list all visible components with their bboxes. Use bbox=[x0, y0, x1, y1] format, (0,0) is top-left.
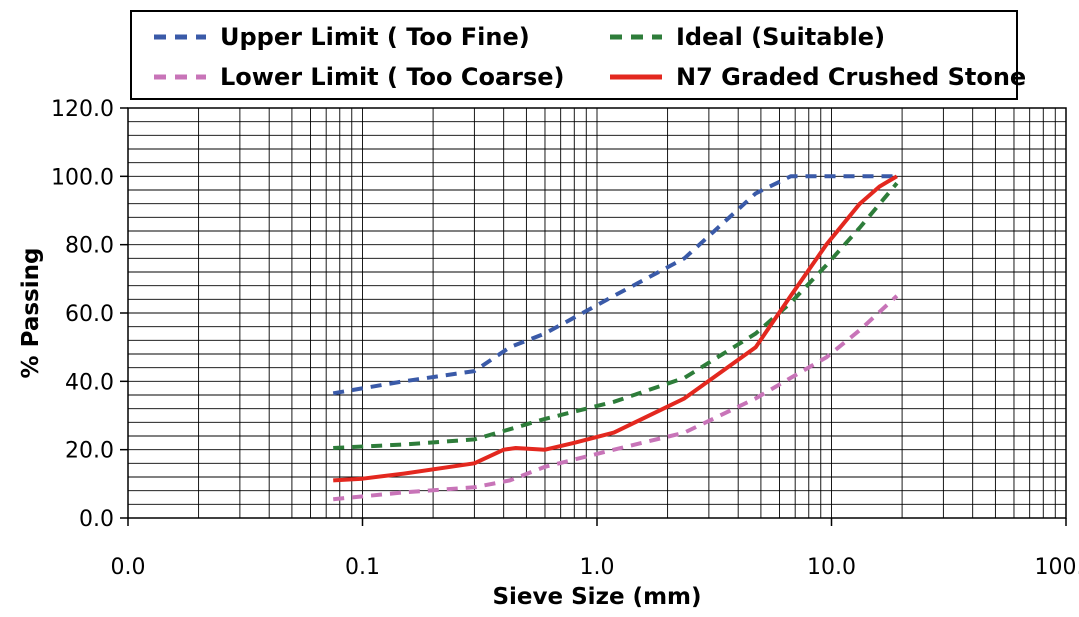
x-tick-label: 10.0 bbox=[807, 555, 856, 580]
legend-label-ideal: Ideal (Suitable) bbox=[676, 23, 886, 51]
grid bbox=[128, 108, 1066, 518]
x-tick-label: 0.0 bbox=[111, 555, 146, 580]
y-tick-label: 20.0 bbox=[65, 439, 114, 464]
legend-item-lower-limit: Lower Limit ( Too Coarse) bbox=[154, 62, 565, 92]
legend-swatch-ideal bbox=[610, 34, 662, 40]
axis-ticks: 0.0 20.0 40.0 60.0 80.0 100.0 120.0 0.0 0.1 1.0 10… bbox=[51, 97, 1079, 580]
y-tick-label: 80.0 bbox=[65, 234, 114, 259]
legend-swatch-upper-limit bbox=[154, 34, 206, 40]
x-axis-title: Sieve Size (mm) bbox=[492, 584, 701, 610]
y-tick-label: 40.0 bbox=[65, 370, 114, 395]
legend: Upper Limit ( Too Fine) Ideal (Suitable)… bbox=[130, 10, 1026, 100]
legend-swatch-n7-stone bbox=[610, 74, 662, 80]
y-tick-label: 0.0 bbox=[79, 507, 114, 532]
x-tick-label: 1.0 bbox=[580, 555, 615, 580]
legend-item-n7-stone: N7 Graded Crushed Stone bbox=[610, 62, 1026, 92]
y-tick-label: 60.0 bbox=[65, 302, 114, 327]
series-line-3 bbox=[333, 174, 898, 483]
series-line-0 bbox=[332, 174, 897, 396]
legend-label-lower-limit: Lower Limit ( Too Coarse) bbox=[220, 63, 565, 91]
y-axis-title: % Passing bbox=[18, 248, 44, 379]
series-line-1 bbox=[333, 181, 899, 450]
legend-item-ideal: Ideal (Suitable) bbox=[610, 22, 885, 52]
y-tick-label: 120.0 bbox=[51, 97, 114, 122]
x-tick-label: 0.1 bbox=[345, 555, 380, 580]
x-tick-label: 100.0 bbox=[1035, 555, 1079, 580]
legend-swatch-lower-limit bbox=[154, 74, 206, 80]
series-lines bbox=[332, 174, 899, 502]
legend-label-upper-limit: Upper Limit ( Too Fine) bbox=[220, 23, 530, 51]
legend-label-n7-stone: N7 Graded Crushed Stone bbox=[676, 63, 1027, 91]
y-tick-label: 100.0 bbox=[51, 165, 114, 190]
legend-item-upper-limit: Upper Limit ( Too Fine) bbox=[154, 22, 530, 52]
